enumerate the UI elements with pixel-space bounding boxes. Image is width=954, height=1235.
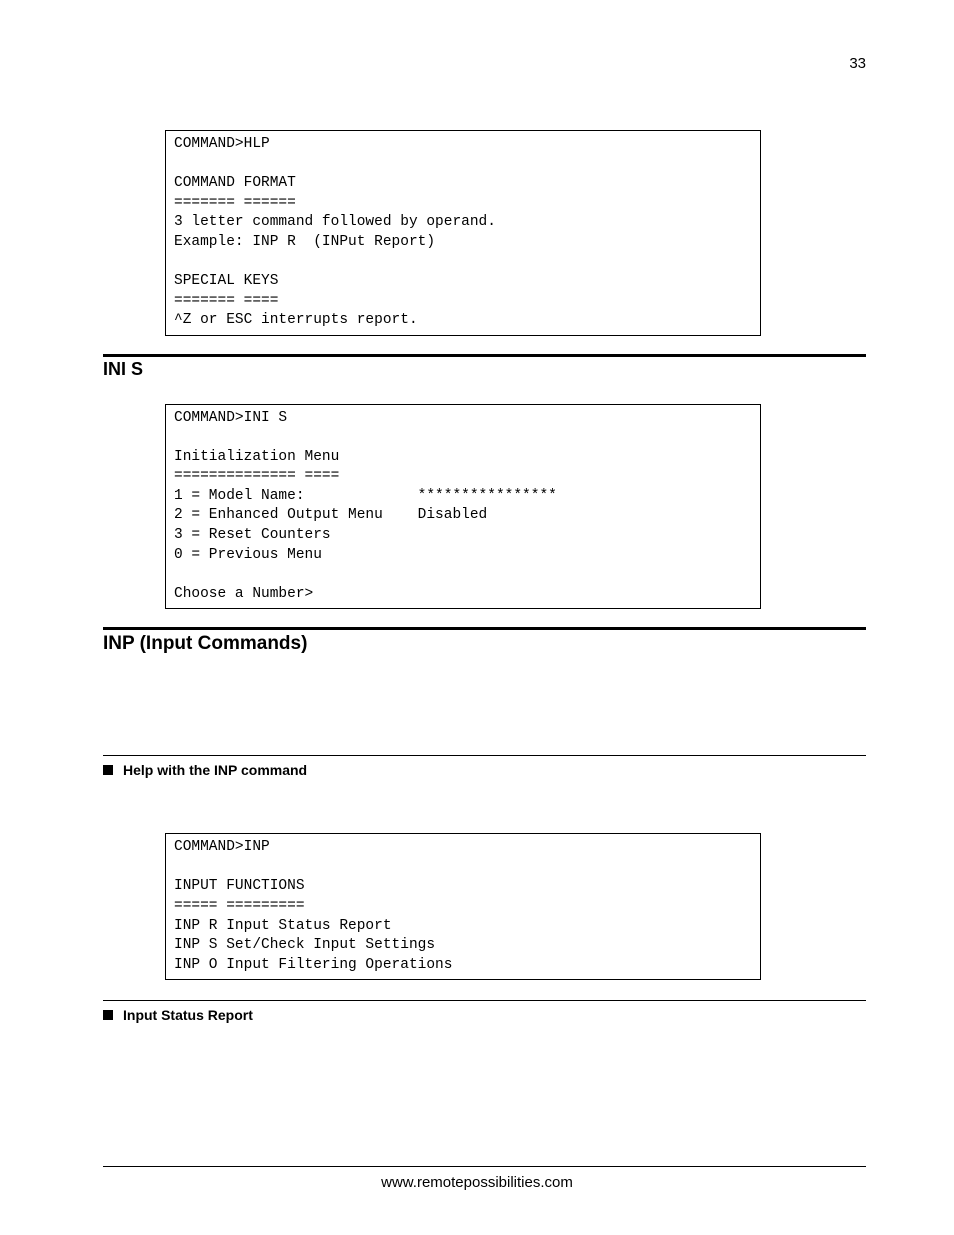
bullet-square-icon bbox=[103, 1010, 113, 1020]
code-block-ini-s: COMMAND>INI S Initialization Menu ======… bbox=[165, 404, 761, 610]
subsection-divider bbox=[103, 1000, 866, 1001]
footer-divider bbox=[103, 1166, 866, 1167]
footer-url: www.remotepossibilities.com bbox=[0, 1174, 954, 1191]
code-block-hlp: COMMAND>HLP COMMAND FORMAT ======= =====… bbox=[165, 130, 761, 336]
code-block-inp: COMMAND>INP INPUT FUNCTIONS ===== ======… bbox=[165, 833, 761, 980]
subsection-input-status: Input Status Report bbox=[103, 1007, 866, 1023]
section-heading-ini-s: INI S bbox=[103, 359, 866, 380]
subsection-divider bbox=[103, 755, 866, 756]
section-divider-thick bbox=[103, 354, 866, 357]
subsection-help-inp: Help with the INP command bbox=[103, 762, 866, 778]
page-number: 33 bbox=[849, 55, 866, 72]
subsection-label: Help with the INP command bbox=[123, 762, 307, 778]
page-content: COMMAND>HLP COMMAND FORMAT ======= =====… bbox=[0, 0, 954, 1023]
subsection-label: Input Status Report bbox=[123, 1007, 253, 1023]
section-heading-inp: INP (Input Commands) bbox=[103, 633, 866, 655]
bullet-square-icon bbox=[103, 765, 113, 775]
section-divider-thick bbox=[103, 627, 866, 630]
